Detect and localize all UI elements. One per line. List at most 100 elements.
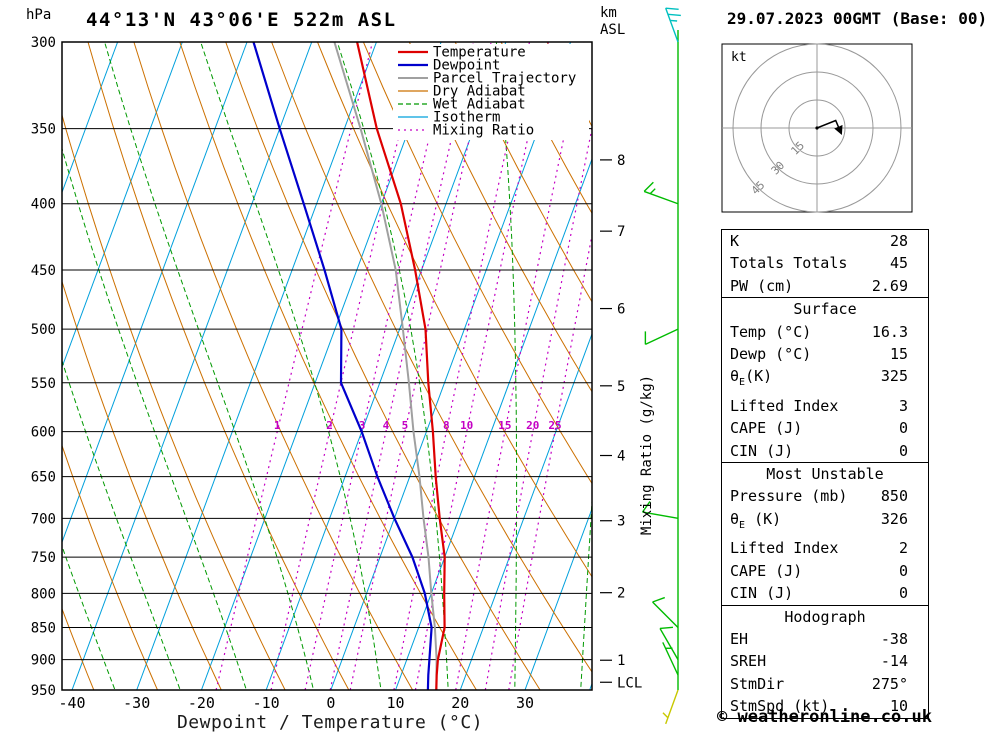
index-label: StmDir <box>730 674 785 693</box>
dry-adiabat-line <box>62 113 286 690</box>
pressure-tick-label: 650 <box>31 470 56 486</box>
hodo-ring-label: 30 <box>769 159 788 178</box>
wind-barb <box>665 7 681 43</box>
index-label: Totals Totals <box>730 254 848 273</box>
mixing-ratio-value-label: 1 <box>274 419 281 432</box>
km-tick-label: 2 <box>617 586 625 602</box>
mixing-ratio-value-label: 20 <box>526 419 539 432</box>
pressure-tick-label: 300 <box>31 35 56 51</box>
dry-adiabat-line <box>62 607 95 690</box>
index-label: PW (cm) <box>730 276 794 295</box>
dry-adiabat-line <box>133 42 414 690</box>
index-value: 0 <box>898 584 908 603</box>
index-value: 325 <box>880 367 908 386</box>
isotherm-line <box>62 42 183 369</box>
hodograph-origin-dot <box>815 126 819 130</box>
index-value: 3 <box>898 396 908 415</box>
index-value: 326 <box>880 509 908 528</box>
isotherm-line <box>200 42 442 690</box>
dewpoint-line <box>252 42 433 690</box>
index-row: StmSpd (kt) 10 <box>722 695 928 717</box>
plot-frame <box>61 41 593 691</box>
index-value: -14 <box>880 652 908 671</box>
temperature-line <box>356 42 446 690</box>
wet-adiabat-line <box>495 42 518 690</box>
index-row: SREH -14 <box>722 650 928 672</box>
dry-adiabat-line <box>454 42 592 303</box>
index-label: Lifted Index <box>730 396 839 415</box>
mixing-ratio-line <box>215 42 374 690</box>
hodograph-unit-label: kt <box>731 50 747 65</box>
index-label: K <box>730 232 740 250</box>
index-label: CAPE (J) <box>730 419 803 438</box>
legend-label: Mixing Ratio <box>433 123 534 139</box>
index-row: Dewp (°C) 15 <box>722 343 928 365</box>
wind-barb <box>662 689 679 725</box>
isotherm-line <box>524 507 592 690</box>
legend-background <box>393 44 589 140</box>
temp-tick-label: -40 <box>58 694 85 712</box>
isotherm-line <box>330 42 572 690</box>
mixing-ratio-value-label: 25 <box>548 419 561 432</box>
index-value: 28 <box>889 232 908 250</box>
dry-adiabat-line <box>408 42 592 393</box>
isotherm-line <box>265 42 507 690</box>
section-header: Surface <box>793 300 857 319</box>
isotherm-line <box>459 332 592 690</box>
index-value: -38 <box>880 629 908 648</box>
temp-tick-label: -30 <box>123 694 150 712</box>
dry-adiabat-line <box>317 42 592 578</box>
wind-barb <box>641 501 679 520</box>
km-tick-label: 5 <box>617 379 625 395</box>
legend-label: Parcel Trajectory <box>433 71 576 87</box>
km-tick-label: 3 <box>617 514 625 530</box>
index-row: PW (cm) 2.69 <box>722 275 928 297</box>
pressure-tick-label: 750 <box>31 550 56 566</box>
isotherm-line <box>62 42 119 194</box>
pressure-tick-label: 350 <box>31 122 56 138</box>
temp-tick-label: 10 <box>387 694 405 712</box>
index-value: 0 <box>898 419 908 438</box>
mixing-ratio-value-label: 10 <box>460 419 473 432</box>
mixing-ratio-value-label: 2 <box>326 419 333 432</box>
index-label: θE (K) <box>730 509 782 531</box>
index-row: Totals Totals 45 <box>722 252 928 274</box>
index-label: Pressure (mb) <box>730 487 848 506</box>
indices-section: K 28 Totals Totals 45 PW (cm) 2.69 <box>721 229 929 299</box>
index-row: Temp (°C) 16.3 <box>722 321 928 343</box>
wet-adiabat-line <box>62 544 116 690</box>
mixing-ratio-line <box>393 42 531 690</box>
mixing-ratio-line <box>329 42 475 690</box>
index-label: Lifted Index <box>730 539 839 558</box>
temp-tick-label: 20 <box>451 694 469 712</box>
mixing-ratio-line <box>270 42 422 690</box>
index-row: K 28 <box>722 230 928 252</box>
wind-barb <box>659 626 679 660</box>
index-row: CAPE (J) 0 <box>722 417 928 439</box>
dry-adiabat-line <box>271 42 592 673</box>
wind-barb <box>644 328 679 346</box>
indices-section: Most Unstable Pressure (mb) 850 θE (K) 326 Li… <box>721 462 929 606</box>
pressure-tick-label: 450 <box>31 263 56 279</box>
wind-barb <box>652 596 679 628</box>
index-label: Dewp (°C) <box>730 345 812 364</box>
hodograph-ring <box>788 99 846 157</box>
km-tick-label: 1 <box>617 653 625 669</box>
legend-label: Dry Adiabat <box>433 84 526 100</box>
mixing-ratio-value-label: 4 <box>383 419 390 432</box>
index-label: θE(K) <box>730 367 773 389</box>
isotherm-line <box>71 42 313 690</box>
index-row: StmDir 275° <box>722 673 928 695</box>
temp-tick-label: -20 <box>188 694 215 712</box>
dry-adiabat-line <box>179 42 477 690</box>
altitude-axis-ref: ASL <box>600 22 626 38</box>
wet-adiabat-line <box>200 42 382 690</box>
index-value: 2.69 <box>871 276 908 295</box>
run-datetime-title: 29.07.2023 00GMT (Base: 00) <box>727 9 988 28</box>
indices-panel: K 28 Totals Totals 45 PW (cm) 2.69 Surface Temp… <box>721 229 929 719</box>
dry-adiabat-line <box>62 279 222 690</box>
legend-label: Dewpoint <box>433 58 500 74</box>
wet-adiabat-line <box>104 42 315 690</box>
temp-tick-label: 0 <box>326 694 335 712</box>
temp-tick-label: -10 <box>253 694 280 712</box>
